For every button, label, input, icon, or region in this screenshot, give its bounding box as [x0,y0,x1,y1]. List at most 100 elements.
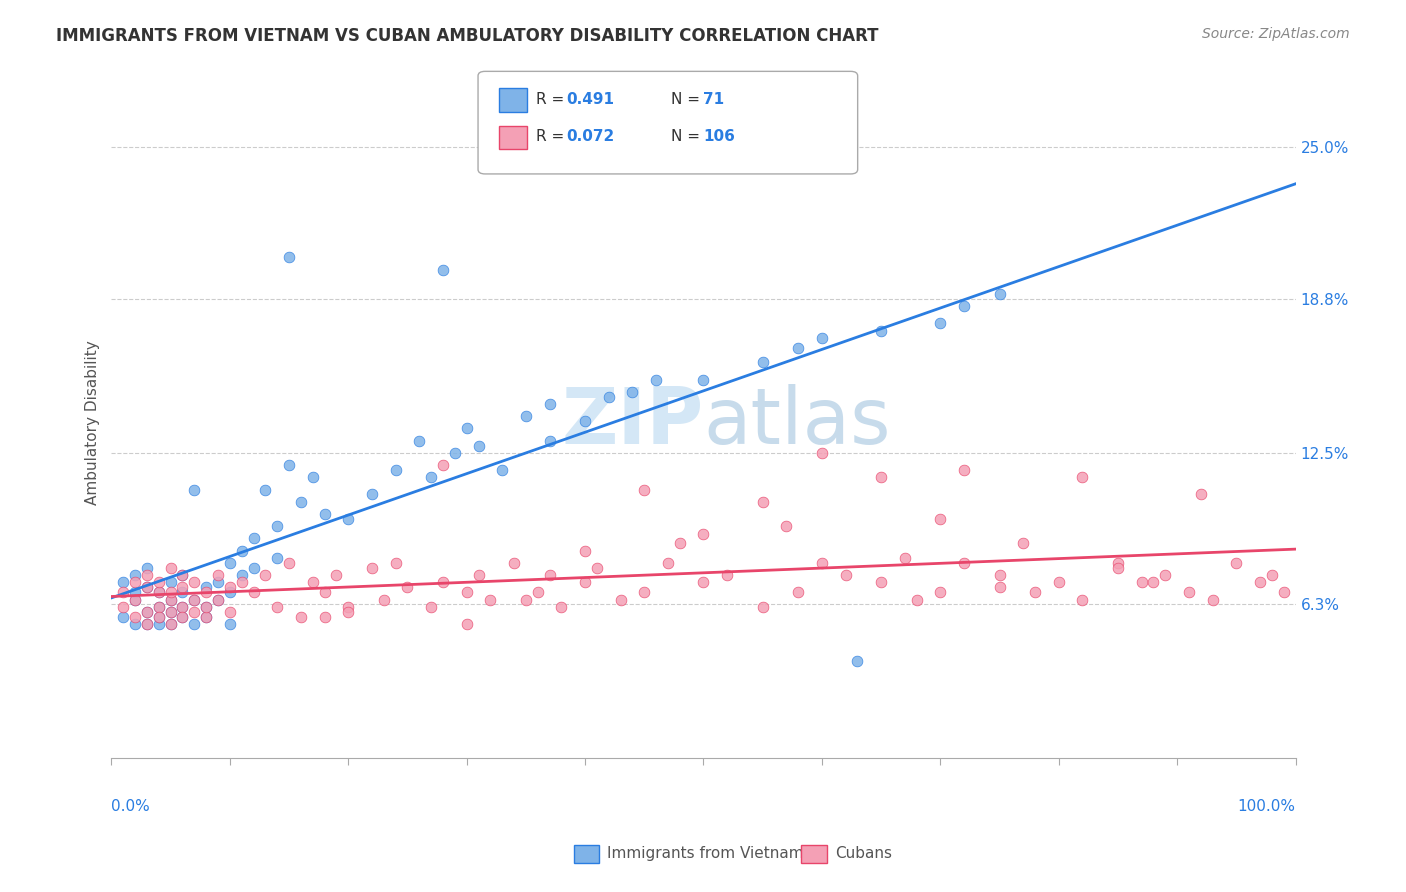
Point [1261,568,1284,582]
Point [195,609,218,624]
Point [124,616,146,631]
Point [136,605,159,619]
Point [172,599,194,614]
Point [278,458,301,472]
Point [811,331,834,345]
Point [811,446,834,460]
Point [1225,556,1247,570]
Point [598,390,620,404]
Point [1047,575,1070,590]
Point [1107,556,1129,570]
Point [503,556,526,570]
Text: Source: ZipAtlas.com: Source: ZipAtlas.com [1202,27,1350,41]
Point [574,543,596,558]
Point [242,532,264,546]
Point [136,580,159,594]
Point [207,592,229,607]
Text: atlas: atlas [703,384,891,460]
Point [669,536,692,550]
Point [526,585,548,599]
Point [515,409,537,424]
Point [1130,575,1153,590]
Point [479,592,502,607]
Point [456,585,478,599]
Point [112,599,135,614]
Point [420,599,443,614]
Point [314,585,336,599]
Point [290,609,312,624]
Point [1178,585,1201,599]
Point [787,585,810,599]
Point [148,616,170,631]
Point [314,609,336,624]
Text: R =: R = [536,129,569,144]
Point [242,585,264,599]
Text: R =: R = [536,92,569,106]
Point [172,599,194,614]
Point [870,324,893,338]
Point [136,616,159,631]
Point [751,355,773,369]
Point [621,384,644,399]
Point [574,414,596,428]
Point [195,580,218,594]
Point [266,551,288,566]
Point [301,575,323,590]
Text: N =: N = [671,92,704,106]
Point [396,580,419,594]
Point [894,551,917,566]
Point [231,568,253,582]
Point [787,341,810,355]
Point [218,616,240,631]
Text: 100.0%: 100.0% [1237,798,1295,814]
Point [550,599,572,614]
Point [1107,560,1129,574]
Point [609,592,631,607]
Point [432,458,454,472]
Point [183,592,205,607]
Point [1071,470,1094,484]
Point [207,592,229,607]
Text: Cubans: Cubans [835,847,893,861]
Y-axis label: Ambulatory Disability: Ambulatory Disability [86,340,100,505]
Point [124,592,146,607]
Point [124,568,146,582]
Point [278,556,301,570]
Point [148,585,170,599]
Point [290,495,312,509]
Point [905,592,928,607]
Point [172,609,194,624]
Point [159,560,181,574]
Point [467,568,489,582]
Point [692,373,714,387]
Point [953,299,976,313]
Point [1154,568,1177,582]
Point [420,470,443,484]
Point [1071,592,1094,607]
Point [218,605,240,619]
Point [811,556,834,570]
Point [218,556,240,570]
Point [1024,585,1046,599]
Point [1012,536,1035,550]
Point [112,575,135,590]
Point [337,599,360,614]
Point [1202,592,1225,607]
Point [775,519,797,533]
Point [751,495,773,509]
Text: ZIP: ZIP [561,384,703,460]
Text: 71: 71 [703,92,724,106]
Point [183,616,205,631]
Point [834,568,856,582]
Point [751,599,773,614]
Point [988,568,1011,582]
Point [314,507,336,521]
Point [159,592,181,607]
Point [172,568,194,582]
Point [456,616,478,631]
Point [148,609,170,624]
Point [538,568,561,582]
Point [207,575,229,590]
Point [159,616,181,631]
Point [159,592,181,607]
